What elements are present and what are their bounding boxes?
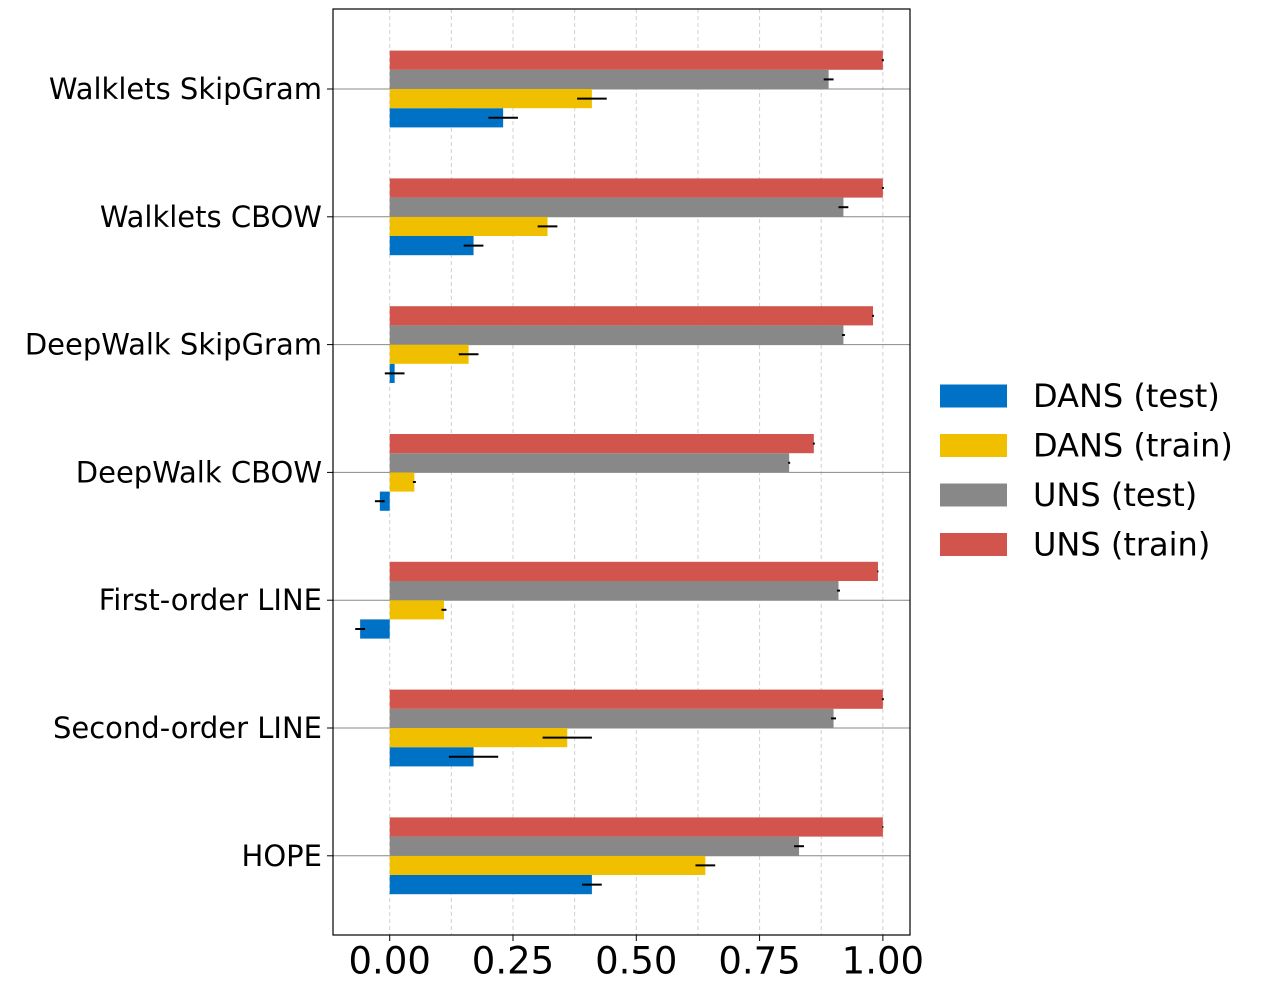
bar: [389, 325, 844, 345]
legend-swatch: [940, 483, 1007, 507]
bar: [389, 561, 878, 581]
legend-swatch: [940, 384, 1007, 408]
bar: [389, 600, 444, 620]
bar: [389, 472, 415, 492]
bar: [389, 108, 504, 128]
legend: DANS (test) DANS (train) UNS (test) UNS (tr…: [940, 377, 1233, 564]
bar: [389, 434, 814, 454]
x-tick-label: 1.00: [842, 940, 924, 983]
bar: [389, 581, 839, 601]
legend-swatch: [940, 434, 1007, 457]
x-axis: 0.00 0.25 0.50 0.75 1.00: [349, 935, 924, 983]
legend-label: UNS (test): [1033, 476, 1197, 514]
bar: [389, 69, 829, 89]
x-tick-label: 0.00: [349, 940, 431, 983]
bar: [389, 50, 883, 70]
error-bars: [355, 59, 884, 886]
bar: [389, 855, 706, 875]
legend-label: DANS (test): [1033, 377, 1220, 415]
y-axis: Walklets SkipGram Walklets CBOW DeepWalk S…: [25, 72, 333, 873]
bar: [389, 236, 474, 256]
legend-label: UNS (train): [1033, 526, 1210, 564]
y-tick-label: Walklets CBOW: [100, 200, 322, 234]
bar: [389, 836, 800, 856]
bars: [360, 50, 883, 895]
bar: [389, 747, 474, 767]
bar: [389, 197, 844, 217]
x-tick-label: 0.25: [472, 940, 554, 983]
bar: [389, 89, 592, 109]
legend-label: DANS (train): [1033, 427, 1233, 465]
y-tick-label: Second-order LINE: [53, 711, 322, 745]
bar: [389, 728, 568, 748]
bar: [389, 344, 469, 364]
bar: [389, 708, 834, 728]
bar: [389, 689, 883, 709]
x-tick-label: 0.75: [718, 940, 800, 983]
bar: [389, 216, 548, 236]
bar: [389, 178, 883, 198]
bar: [389, 453, 790, 473]
y-tick-label: Walklets SkipGram: [49, 72, 322, 106]
y-tick-label: DeepWalk SkipGram: [25, 328, 322, 362]
legend-swatch: [940, 533, 1007, 556]
bar: [389, 306, 874, 326]
x-tick-label: 0.50: [595, 940, 677, 983]
y-tick-label: First-order LINE: [99, 583, 322, 617]
y-tick-label: DeepWalk CBOW: [76, 455, 322, 489]
bar: [360, 619, 390, 639]
bar: [389, 875, 592, 895]
bar: [389, 817, 883, 837]
y-tick-label: HOPE: [242, 839, 322, 873]
